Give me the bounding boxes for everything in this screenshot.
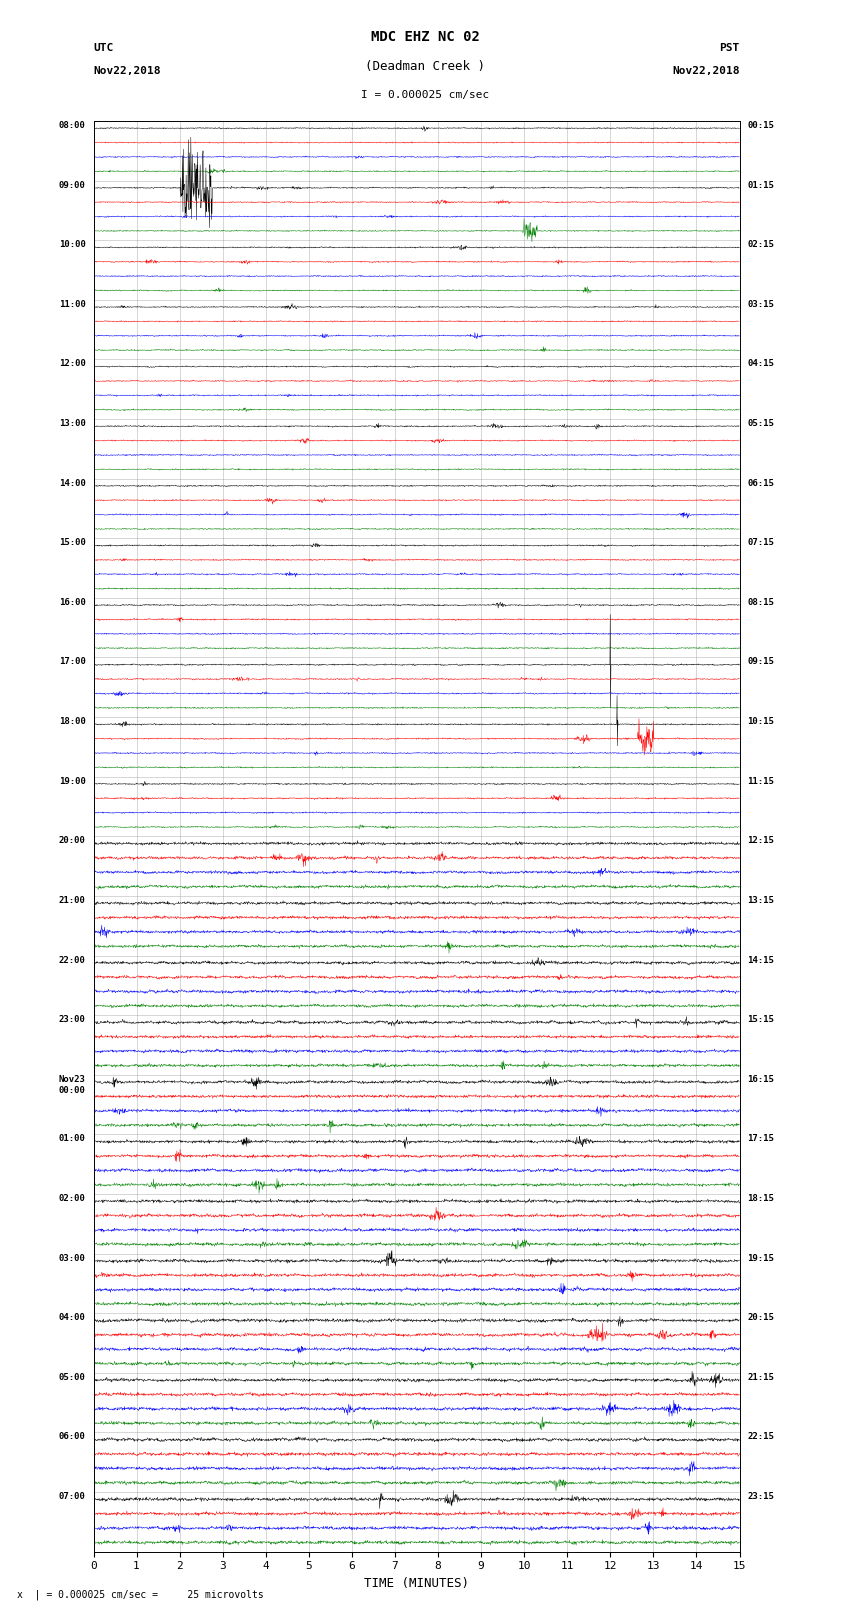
Text: 12:00: 12:00 (59, 360, 86, 368)
Text: I = 0.000025 cm/sec: I = 0.000025 cm/sec (361, 90, 489, 100)
Text: 10:00: 10:00 (59, 240, 86, 248)
Text: 23:15: 23:15 (747, 1492, 774, 1502)
Text: 07:15: 07:15 (747, 539, 774, 547)
Text: 11:00: 11:00 (59, 300, 86, 308)
Text: 01:00: 01:00 (59, 1134, 86, 1144)
Text: MDC EHZ NC 02: MDC EHZ NC 02 (371, 29, 479, 44)
Text: 04:00: 04:00 (59, 1313, 86, 1323)
Text: 04:15: 04:15 (747, 360, 774, 368)
Text: 02:15: 02:15 (747, 240, 774, 248)
Text: 03:15: 03:15 (747, 300, 774, 308)
X-axis label: TIME (MINUTES): TIME (MINUTES) (364, 1578, 469, 1590)
Text: 16:15: 16:15 (747, 1074, 774, 1084)
Text: 14:15: 14:15 (747, 955, 774, 965)
Text: 09:15: 09:15 (747, 658, 774, 666)
Text: 17:00: 17:00 (59, 658, 86, 666)
Text: 19:15: 19:15 (747, 1253, 774, 1263)
Text: 18:15: 18:15 (747, 1194, 774, 1203)
Text: 13:00: 13:00 (59, 419, 86, 427)
Text: 06:15: 06:15 (747, 479, 774, 487)
Text: 18:00: 18:00 (59, 718, 86, 726)
Text: 07:00: 07:00 (59, 1492, 86, 1502)
Text: 22:15: 22:15 (747, 1432, 774, 1442)
Text: 09:00: 09:00 (59, 181, 86, 190)
Text: 21:15: 21:15 (747, 1373, 774, 1382)
Text: Nov22,2018: Nov22,2018 (94, 66, 161, 76)
Text: 11:15: 11:15 (747, 777, 774, 786)
Text: x  | = 0.000025 cm/sec =     25 microvolts: x | = 0.000025 cm/sec = 25 microvolts (17, 1589, 264, 1600)
Text: 00:00: 00:00 (59, 1086, 86, 1095)
Text: 05:00: 05:00 (59, 1373, 86, 1382)
Text: 20:15: 20:15 (747, 1313, 774, 1323)
Text: PST: PST (719, 44, 740, 53)
Text: 15:15: 15:15 (747, 1015, 774, 1024)
Text: Nov23: Nov23 (59, 1074, 86, 1084)
Text: 20:00: 20:00 (59, 836, 86, 845)
Text: 08:15: 08:15 (747, 598, 774, 606)
Text: 02:00: 02:00 (59, 1194, 86, 1203)
Text: 12:15: 12:15 (747, 836, 774, 845)
Text: 16:00: 16:00 (59, 598, 86, 606)
Text: (Deadman Creek ): (Deadman Creek ) (365, 60, 485, 73)
Text: 14:00: 14:00 (59, 479, 86, 487)
Text: 08:00: 08:00 (59, 121, 86, 131)
Text: 00:15: 00:15 (747, 121, 774, 131)
Text: 01:15: 01:15 (747, 181, 774, 190)
Text: 15:00: 15:00 (59, 539, 86, 547)
Text: 23:00: 23:00 (59, 1015, 86, 1024)
Text: 22:00: 22:00 (59, 955, 86, 965)
Text: 17:15: 17:15 (747, 1134, 774, 1144)
Text: 10:15: 10:15 (747, 718, 774, 726)
Text: UTC: UTC (94, 44, 114, 53)
Text: 05:15: 05:15 (747, 419, 774, 427)
Text: 06:00: 06:00 (59, 1432, 86, 1442)
Text: 21:00: 21:00 (59, 895, 86, 905)
Text: 13:15: 13:15 (747, 895, 774, 905)
Text: Nov22,2018: Nov22,2018 (672, 66, 740, 76)
Text: 03:00: 03:00 (59, 1253, 86, 1263)
Text: 19:00: 19:00 (59, 777, 86, 786)
